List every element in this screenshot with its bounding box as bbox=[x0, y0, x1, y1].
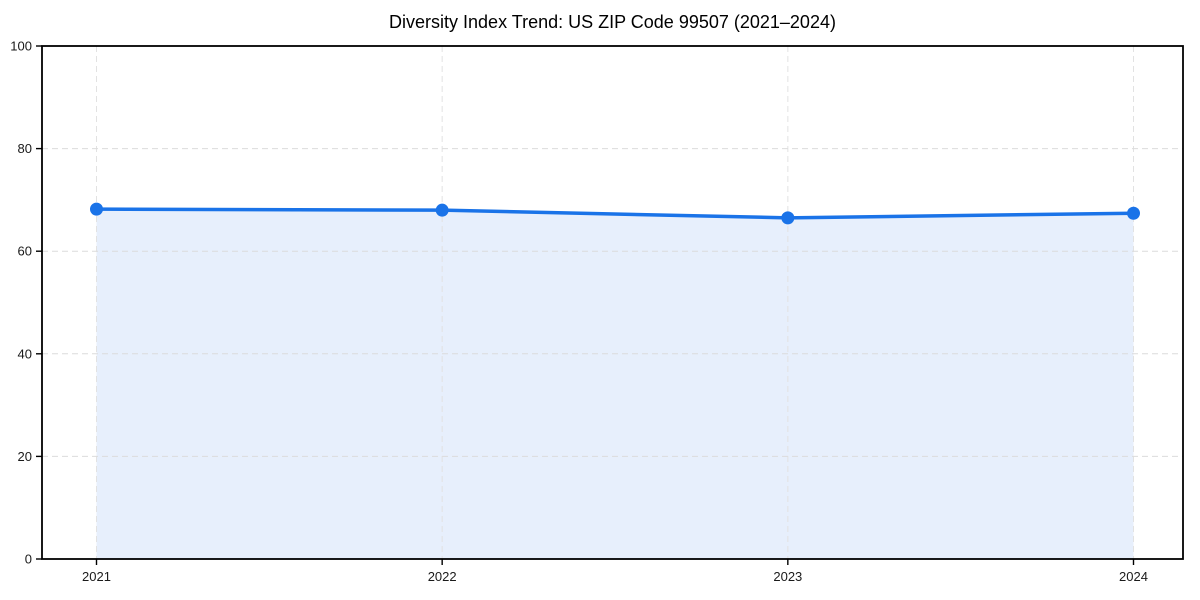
y-tick-label: 0 bbox=[25, 552, 32, 567]
trend-line bbox=[94, 207, 1136, 220]
data-point bbox=[435, 203, 449, 217]
y-tick-label: 100 bbox=[10, 39, 32, 54]
data-point bbox=[781, 211, 795, 225]
x-tick-label: 2021 bbox=[82, 569, 111, 584]
chart-title: Diversity Index Trend: US ZIP Code 99507… bbox=[389, 12, 836, 32]
y-tick-label: 40 bbox=[18, 346, 32, 361]
x-tick-label: 2022 bbox=[428, 569, 457, 584]
y-tick-label: 20 bbox=[18, 449, 32, 464]
data-point bbox=[90, 202, 103, 216]
plot-border bbox=[41, 45, 1184, 560]
x-tick-label: 2024 bbox=[1119, 569, 1148, 584]
data-point bbox=[1127, 206, 1140, 220]
y-tick-label: 60 bbox=[18, 244, 32, 259]
area-fill bbox=[96, 209, 1134, 559]
y-tick-label: 80 bbox=[18, 141, 32, 156]
x-tick-label: 2023 bbox=[773, 569, 802, 584]
